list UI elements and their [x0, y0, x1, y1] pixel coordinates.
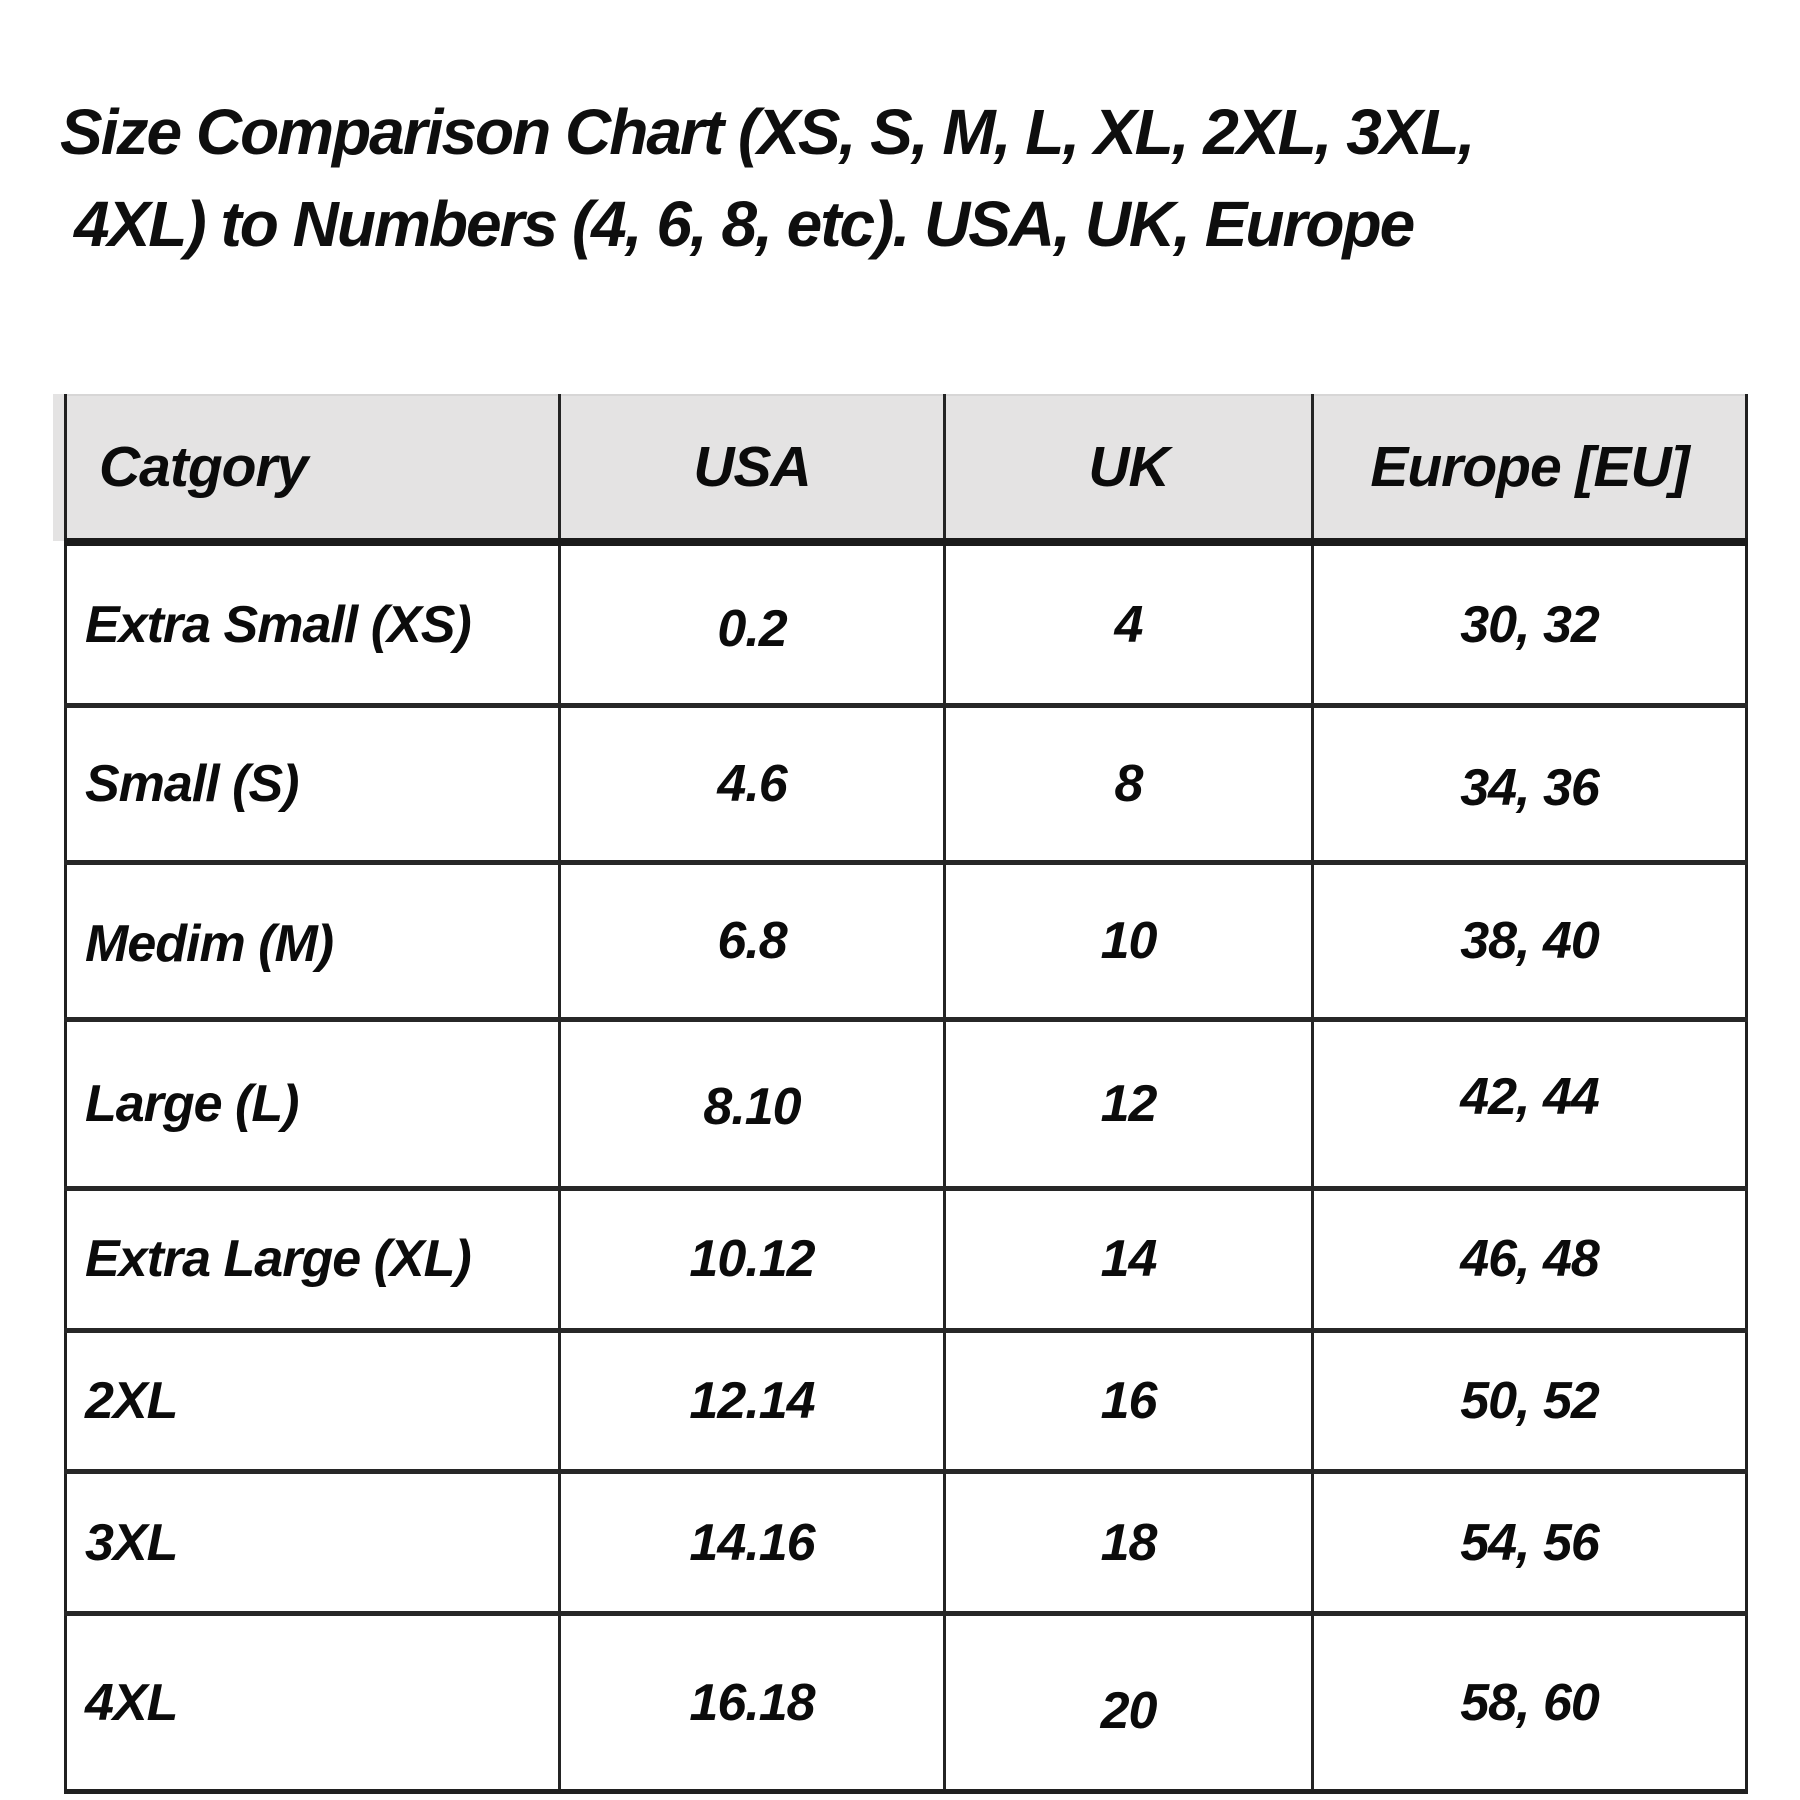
- cell-uk: 18: [943, 1471, 1313, 1617]
- cell-usa: 14.16: [558, 1471, 945, 1617]
- cell-usa: 4.6: [558, 705, 945, 866]
- table-row: 4XL 16.18 20 58, 60: [65, 1613, 1747, 1792]
- cell-usa: 16.18: [558, 1613, 945, 1792]
- table-row: 3XL 14.16 18 54, 56: [65, 1471, 1747, 1617]
- cell-category: Extra Large (XL): [65, 1188, 560, 1333]
- cell-uk: 16: [943, 1330, 1313, 1475]
- cell-uk: 4: [943, 542, 1313, 709]
- header-cell-uk: UK: [943, 394, 1313, 546]
- cell-uk: 20: [943, 1613, 1313, 1792]
- header-row: Catgory USA UK Europe [EU]: [65, 394, 1747, 546]
- cell-usa: 6.8: [558, 862, 945, 1022]
- cell-europe: 58, 60: [1311, 1613, 1747, 1792]
- cell-usa: 10.12: [558, 1188, 945, 1333]
- cell-category: 2XL: [65, 1330, 560, 1475]
- cell-europe: 50, 52: [1311, 1330, 1747, 1475]
- table-row: 2XL 12.14 16 50, 52: [65, 1330, 1747, 1475]
- header-cell-usa: USA: [558, 394, 945, 546]
- header-cell-category: Catgory: [65, 394, 560, 546]
- table-body: Extra Small (XS) 0.2 4 30, 32 Small (S) …: [65, 542, 1747, 1792]
- table-row: Extra Small (XS) 0.2 4 30, 32: [65, 542, 1747, 709]
- cell-uk: 12: [943, 1019, 1313, 1191]
- table-row: Large (L) 8.10 12 42, 44: [65, 1019, 1747, 1191]
- cell-europe: 46, 48: [1311, 1188, 1747, 1333]
- cell-category: 3XL: [65, 1471, 560, 1617]
- cell-europe: 42, 44: [1311, 1019, 1747, 1191]
- page-title-line-1: Size Comparison Chart (XS, S, M, L, XL, …: [60, 96, 1475, 168]
- header-band-overhang: [53, 394, 67, 541]
- page-title: Size Comparison Chart (XS, S, M, L, XL, …: [60, 86, 1760, 270]
- cell-europe: 34, 36: [1311, 705, 1747, 866]
- cell-europe: 54, 56: [1311, 1471, 1747, 1617]
- table-row: Medim (M) 6.8 10 38, 40: [65, 862, 1747, 1022]
- page-title-line-2: 4XL) to Numbers (4, 6, 8, etc). USA, UK,…: [74, 188, 1415, 260]
- table-header: Catgory USA UK Europe [EU]: [65, 394, 1747, 546]
- cell-category: Extra Small (XS): [65, 542, 560, 709]
- cell-uk: 10: [943, 862, 1313, 1022]
- header-cell-europe: Europe [EU]: [1311, 394, 1747, 546]
- cell-uk: 14: [943, 1188, 1313, 1333]
- cell-category: Medim (M): [65, 862, 560, 1022]
- cell-usa: 8.10: [558, 1019, 945, 1191]
- cell-usa: 0.2: [558, 542, 945, 709]
- cell-uk: 8: [943, 705, 1313, 866]
- cell-europe: 30, 32: [1311, 542, 1747, 709]
- cell-category: Small (S): [65, 705, 560, 866]
- size-comparison-table: Catgory USA UK Europe [EU] Extra Small (…: [64, 394, 1748, 1794]
- cell-europe: 38, 40: [1311, 862, 1747, 1022]
- cell-category: 4XL: [65, 1613, 560, 1792]
- cell-category: Large (L): [65, 1019, 560, 1191]
- table-row: Extra Large (XL) 10.12 14 46, 48: [65, 1188, 1747, 1333]
- table-row: Small (S) 4.6 8 34, 36: [65, 705, 1747, 866]
- cell-usa: 12.14: [558, 1330, 945, 1475]
